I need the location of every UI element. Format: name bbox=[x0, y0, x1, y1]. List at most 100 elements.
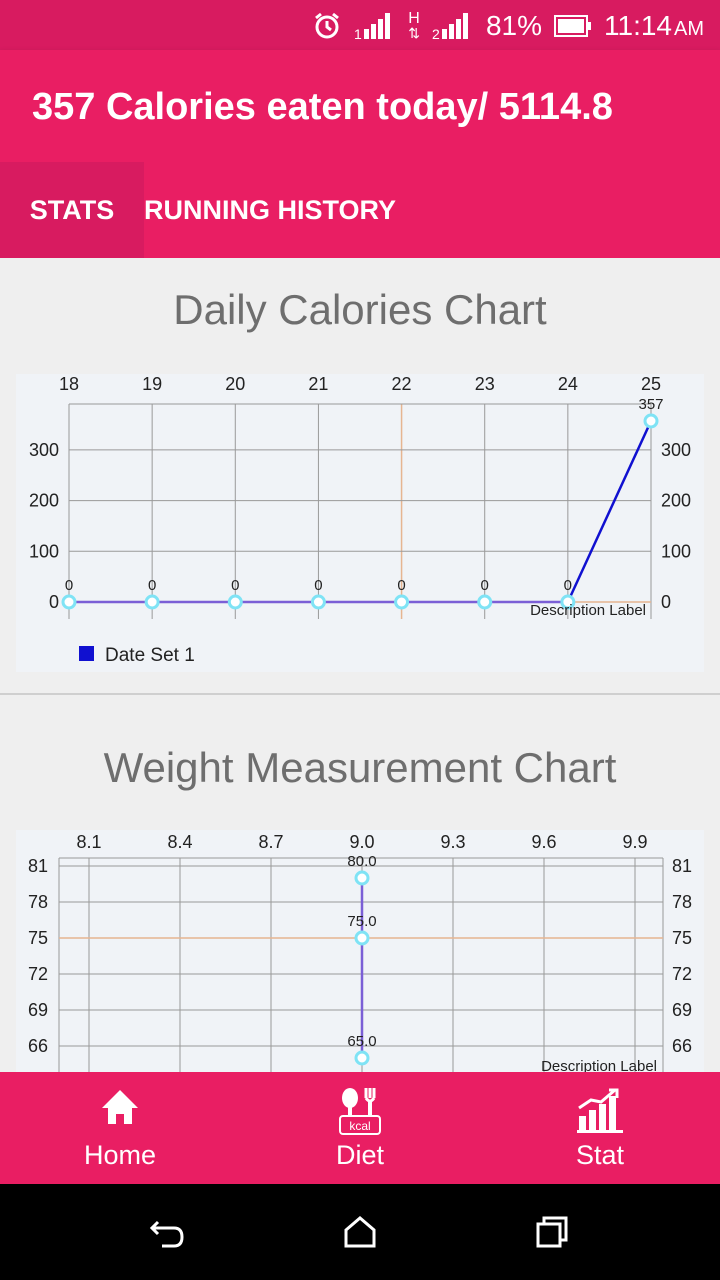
chart-divider bbox=[0, 693, 720, 695]
network-type-icon: H ⇅ bbox=[408, 9, 420, 41]
system-navigation-bar bbox=[0, 1184, 720, 1280]
nav-diet[interactable]: kcal Diet bbox=[240, 1072, 480, 1184]
home-icon bbox=[102, 1090, 138, 1124]
status-icons: 1 H ⇅ 2 81% 11:14 AM bbox=[312, 8, 704, 44]
weight-chart-svg: 8.1 8.4 8.7 9.0 9.3 9.6 9.9 66 66 69 69 72 72 75 75 78 7… bbox=[28, 832, 692, 1072]
x-tick-label: 8.4 bbox=[167, 832, 192, 852]
y-tick-label-right: 81 bbox=[672, 856, 692, 876]
y-tick-label-left: 78 bbox=[28, 892, 48, 912]
description-label: Description Label bbox=[541, 1058, 657, 1072]
back-icon[interactable] bbox=[148, 1212, 188, 1252]
x-tick-label: 20 bbox=[225, 374, 245, 394]
x-tick-label: 8.7 bbox=[258, 832, 283, 852]
x-tick-label: 8.1 bbox=[76, 832, 101, 852]
y-tick-label-right: 0 bbox=[661, 592, 671, 612]
svg-text:1: 1 bbox=[354, 26, 362, 41]
nav-stat[interactable]: Stat bbox=[480, 1072, 720, 1184]
data-label: 0 bbox=[65, 577, 73, 594]
y-tick-label-left: 300 bbox=[29, 440, 59, 460]
y-tick-label-right: 200 bbox=[661, 491, 691, 511]
signal-2-icon: 2 bbox=[432, 13, 468, 41]
kcal-text: kcal bbox=[349, 1119, 370, 1133]
data-label: 0 bbox=[564, 577, 572, 594]
tab-bar: STATS RUNNING HISTORY bbox=[0, 162, 720, 258]
nav-diet-label: Diet bbox=[335, 1140, 384, 1170]
svg-text:2: 2 bbox=[432, 26, 440, 41]
data-label: 65.0 bbox=[347, 1033, 376, 1050]
y-tick-label-left: 200 bbox=[29, 491, 59, 511]
data-label: 357 bbox=[638, 396, 663, 413]
data-label: 80.0 bbox=[347, 853, 376, 870]
data-label: 0 bbox=[314, 577, 322, 594]
x-tick-label: 9.9 bbox=[622, 832, 647, 852]
x-tick-label: 24 bbox=[558, 374, 578, 394]
bottom-navigation: Home kcal Diet S bbox=[0, 1072, 720, 1184]
clock: 11:14 AM bbox=[604, 10, 704, 41]
data-label: 0 bbox=[397, 577, 405, 594]
calories-chart: 18 19 20 21 22 23 24 25 0 0 100 100 200 200 300 300 0 0 0 0… bbox=[16, 374, 704, 672]
x-tick-label: 9.6 bbox=[531, 832, 556, 852]
legend-swatch bbox=[79, 646, 94, 661]
x-tick-label: 9.0 bbox=[349, 832, 374, 852]
x-tick-label: 18 bbox=[59, 374, 79, 394]
series-line-segment bbox=[566, 420, 653, 603]
alarm-icon bbox=[315, 12, 340, 39]
data-point bbox=[643, 413, 659, 429]
y-tick-label-right: 75 bbox=[672, 928, 692, 948]
x-tick-label: 25 bbox=[641, 374, 661, 394]
home-nav-icon[interactable] bbox=[340, 1212, 380, 1252]
battery-percent: 81% bbox=[485, 10, 542, 41]
y-tick-label-right: 78 bbox=[672, 892, 692, 912]
y-tick-label-left: 75 bbox=[28, 928, 48, 948]
recents-icon[interactable] bbox=[532, 1212, 572, 1252]
data-point bbox=[227, 594, 243, 610]
data-point bbox=[354, 870, 370, 886]
data-label: 0 bbox=[231, 577, 239, 594]
data-label: 0 bbox=[148, 577, 156, 594]
legend-label: Date Set 1 bbox=[105, 645, 195, 666]
data-point bbox=[144, 594, 160, 610]
y-tick-label-right: 66 bbox=[672, 1036, 692, 1056]
signal-1-icon: 1 bbox=[354, 13, 391, 41]
diet-kcal-icon: kcal bbox=[339, 1088, 381, 1135]
y-tick-label-left: 81 bbox=[28, 856, 48, 876]
weight-chart-title: Weight Measurement Chart bbox=[103, 744, 617, 791]
weight-chart: 8.1 8.4 8.7 9.0 9.3 9.6 9.9 66 66 69 69 72 72 75 75 78 7… bbox=[16, 830, 704, 1072]
y-tick-label-right: 72 bbox=[672, 964, 692, 984]
nav-home-label: Home bbox=[83, 1140, 157, 1170]
nav-stat-label: Stat bbox=[575, 1140, 625, 1170]
y-tick-label-right: 300 bbox=[661, 440, 691, 460]
y-tick-label-left: 72 bbox=[28, 964, 48, 984]
y-tick-label-left: 69 bbox=[28, 1000, 48, 1020]
y-tick-label-left: 0 bbox=[49, 592, 59, 612]
stats-content[interactable]: Daily Calories Chart 18 19 20 21 22 23 24 25 0 0 1… bbox=[0, 258, 720, 1072]
status-bar: 1 H ⇅ 2 81% 11:14 AM bbox=[0, 0, 720, 50]
calories-chart-title: Daily Calories Chart bbox=[173, 286, 547, 333]
data-point bbox=[354, 1050, 370, 1066]
data-point bbox=[477, 594, 493, 610]
data-point bbox=[560, 594, 576, 610]
y-tick-label-right: 100 bbox=[661, 541, 691, 561]
battery-icon bbox=[554, 15, 591, 37]
y-tick-label-left: 66 bbox=[28, 1036, 48, 1056]
x-tick-label: 19 bbox=[142, 374, 162, 394]
data-point bbox=[394, 594, 410, 610]
x-tick-label: 22 bbox=[392, 374, 412, 394]
y-tick-label-left: 100 bbox=[29, 541, 59, 561]
x-tick-label: 9.3 bbox=[440, 832, 465, 852]
data-label: 0 bbox=[481, 577, 489, 594]
data-label: 75.0 bbox=[347, 913, 376, 930]
app-title: 357 Calories eaten today/ 5114.8 bbox=[32, 86, 613, 128]
x-tick-label: 23 bbox=[475, 374, 495, 394]
tab-running-history[interactable]: RUNNING HISTORY bbox=[144, 194, 397, 225]
data-point bbox=[310, 594, 326, 610]
data-point bbox=[61, 594, 77, 610]
nav-home[interactable]: Home bbox=[0, 1072, 240, 1184]
tab-stats[interactable]: STATS bbox=[0, 162, 144, 258]
y-tick-label-right: 69 bbox=[672, 1000, 692, 1020]
x-tick-label: 21 bbox=[308, 374, 328, 394]
stat-chart-icon bbox=[577, 1088, 623, 1133]
data-point bbox=[354, 930, 370, 946]
app-bar: 357 Calories eaten today/ 5114.8 bbox=[0, 50, 720, 162]
